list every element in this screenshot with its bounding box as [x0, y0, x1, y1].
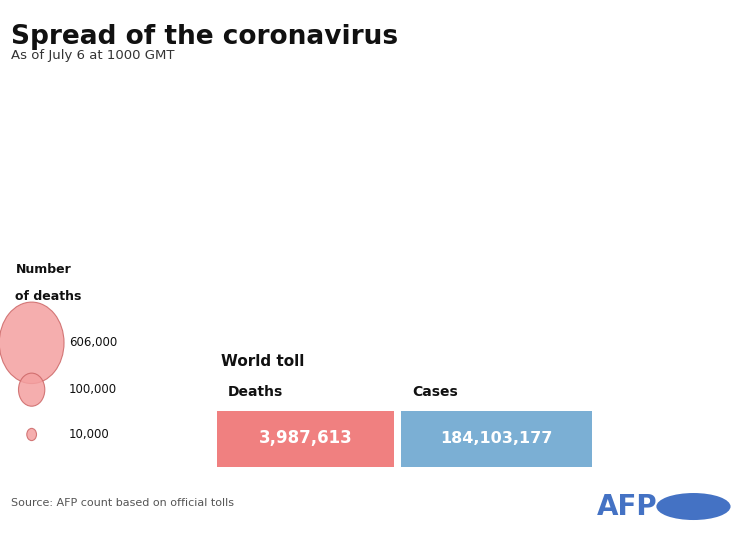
- Text: Deaths: Deaths: [228, 385, 283, 399]
- Text: 10,000: 10,000: [69, 428, 110, 441]
- Text: 606,000: 606,000: [69, 336, 117, 349]
- FancyBboxPatch shape: [401, 411, 592, 467]
- Text: Number: Number: [15, 263, 71, 277]
- Circle shape: [18, 373, 45, 406]
- FancyBboxPatch shape: [217, 411, 394, 467]
- Circle shape: [657, 493, 731, 520]
- Text: AFP: AFP: [597, 493, 658, 520]
- Circle shape: [26, 428, 37, 441]
- Text: World toll: World toll: [221, 354, 304, 369]
- Text: Source: AFP count based on official tolls: Source: AFP count based on official toll…: [11, 498, 234, 509]
- Text: Spread of the coronavirus: Spread of the coronavirus: [11, 24, 398, 50]
- Text: of deaths: of deaths: [15, 290, 82, 303]
- Text: 3,987,613: 3,987,613: [258, 429, 353, 447]
- Circle shape: [0, 302, 64, 384]
- Text: 184,103,177: 184,103,177: [441, 431, 553, 445]
- Text: 100,000: 100,000: [69, 383, 117, 396]
- Text: As of July 6 at 1000 GMT: As of July 6 at 1000 GMT: [11, 49, 174, 62]
- Text: Cases: Cases: [412, 385, 458, 399]
